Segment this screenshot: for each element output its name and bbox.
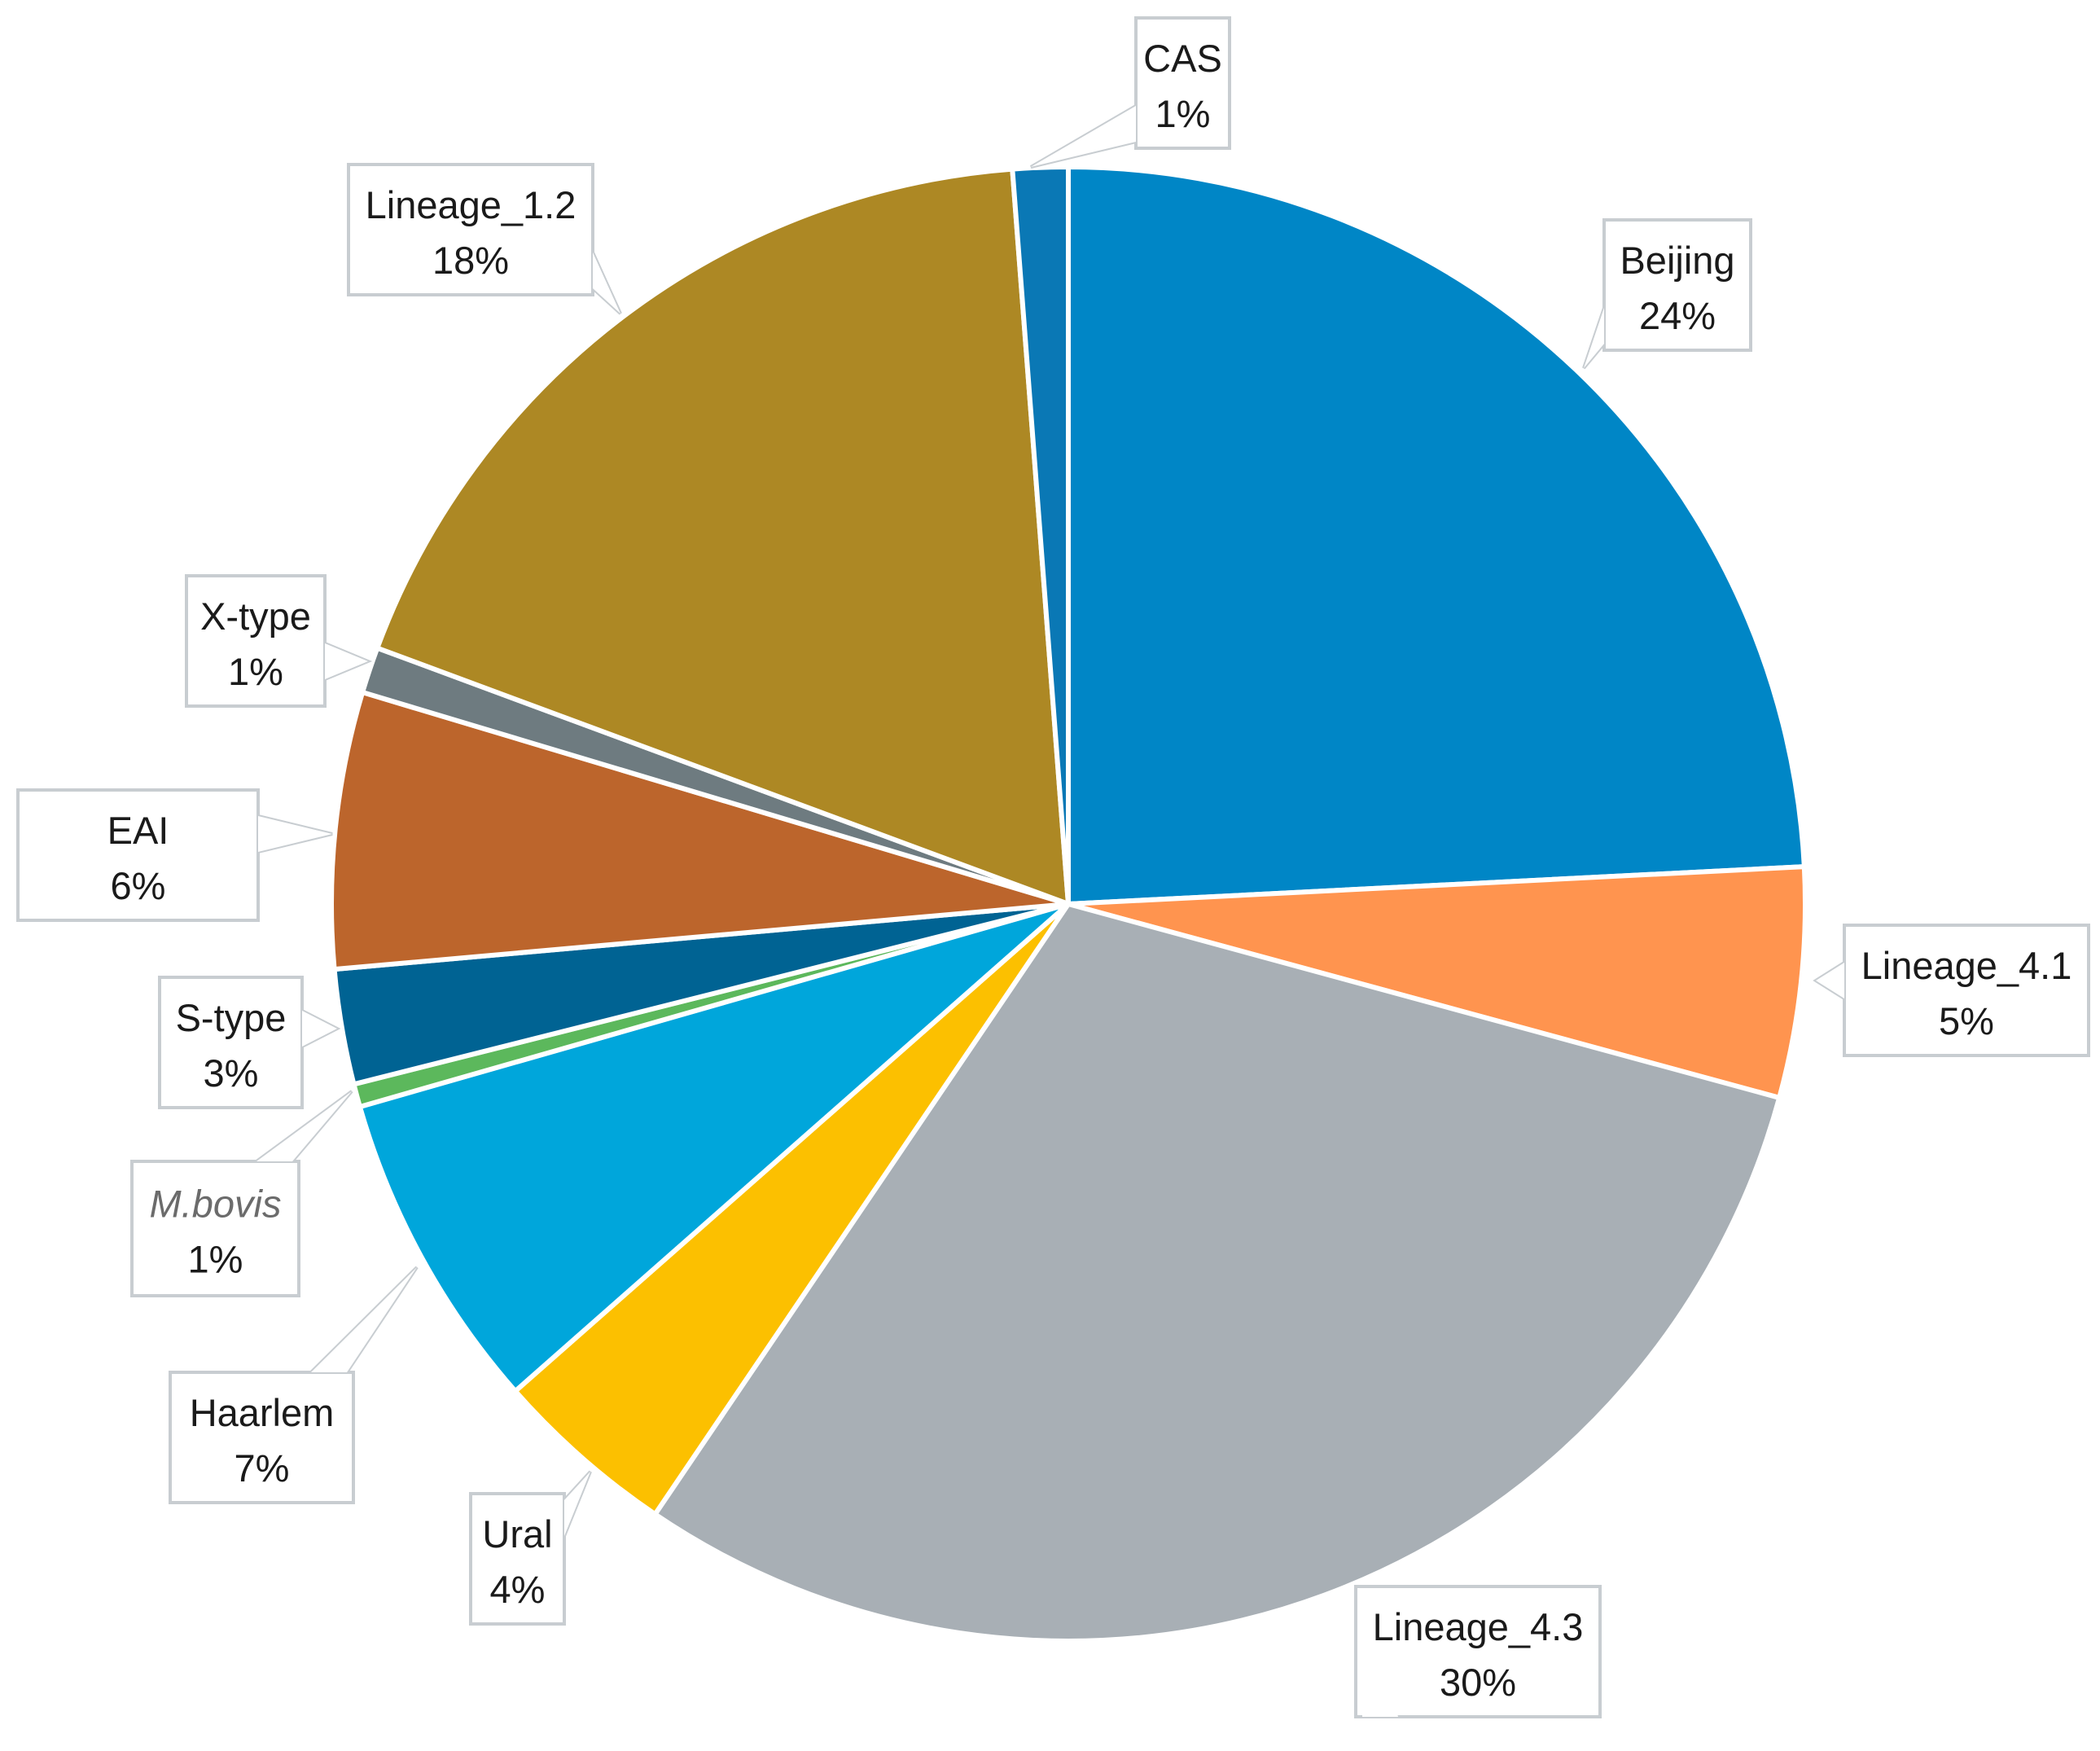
label-box-lineage-4-3 xyxy=(1354,1585,1602,1718)
label-box-x-type xyxy=(185,574,327,708)
label-box-haarlem xyxy=(169,1371,355,1504)
slice-value-haarlem: 7% xyxy=(235,1446,290,1490)
slice-label-cas: CAS xyxy=(1143,37,1222,80)
label-pointer-fill xyxy=(1584,308,1604,368)
label-pointer-fill xyxy=(325,643,368,679)
slice-value-cas: 1% xyxy=(1155,92,1211,135)
label-pointer-fill xyxy=(1031,106,1136,167)
slice-value-lineage-4-1: 5% xyxy=(1939,999,1994,1042)
label-box-s-type xyxy=(158,976,304,1109)
slice-label-ural: Ural xyxy=(482,1512,552,1556)
slice-value-lineage-4-3: 30% xyxy=(1440,1661,1516,1704)
slice-value-beijing: 24% xyxy=(1639,294,1716,337)
label-box-lineage-4-1 xyxy=(1843,924,2090,1057)
pie-slice-lineage-1-2 xyxy=(375,166,1071,906)
pie-slice-ural xyxy=(512,902,1071,1517)
label-pointer-fill xyxy=(311,1267,417,1372)
label-pointer-fill xyxy=(593,252,620,314)
pie-slice-lineage-4-3 xyxy=(652,902,1782,1643)
label-pointer-fill xyxy=(564,1472,590,1536)
slice-label-m-bovis: M.bovis xyxy=(150,1183,282,1226)
pie-slice-haarlem xyxy=(357,902,1071,1394)
label-pointer-fill xyxy=(1361,1590,1398,1717)
slice-label-haarlem: Haarlem xyxy=(190,1391,335,1434)
pie-slice-beijing xyxy=(1066,165,1807,906)
slice-value-eai: 6% xyxy=(111,864,166,907)
data-labels: Beijing 24% Lineage_4.1 5% Lineage_4.3 30% Ura… xyxy=(107,37,2072,1704)
slice-label-eai: EAI xyxy=(107,809,169,852)
slice-value-lineage-1-2: 18% xyxy=(432,239,509,282)
label-box-lineage-1-2 xyxy=(347,163,594,296)
label-box-m-bovis xyxy=(130,1160,300,1297)
pie-slices xyxy=(329,164,1808,1643)
slice-value-m-bovis: 1% xyxy=(188,1238,243,1281)
slice-label-s-type: S-type xyxy=(176,996,287,1039)
slice-value-s-type: 3% xyxy=(204,1051,259,1095)
slice-label-beijing: Beijing xyxy=(1620,239,1734,282)
label-pointer-fill xyxy=(1816,963,1844,998)
slice-label-lineage-4-1: Lineage_4.1 xyxy=(1861,944,2072,987)
slice-value-ural: 4% xyxy=(490,1568,546,1611)
pie-slice-lineage-4-1 xyxy=(1066,864,1808,1100)
label-pointer-fill xyxy=(256,1091,352,1161)
label-box-beijing xyxy=(1602,218,1752,352)
label-pointer-fill xyxy=(302,1011,337,1047)
slice-label-lineage-4-3: Lineage_4.3 xyxy=(1373,1605,1584,1648)
slice-label-x-type: X-type xyxy=(200,595,311,638)
pie-slice-eai xyxy=(329,690,1071,972)
slice-label-lineage-1-2: Lineage_1.2 xyxy=(366,183,577,226)
label-box-eai xyxy=(16,788,260,922)
label-pointer-fill xyxy=(258,816,332,852)
label-box-ural xyxy=(469,1492,566,1626)
pie-slice-cas xyxy=(1010,164,1071,906)
label-leaders xyxy=(16,16,2090,1718)
slice-value-x-type: 1% xyxy=(228,650,283,693)
label-box-cas xyxy=(1134,16,1231,150)
